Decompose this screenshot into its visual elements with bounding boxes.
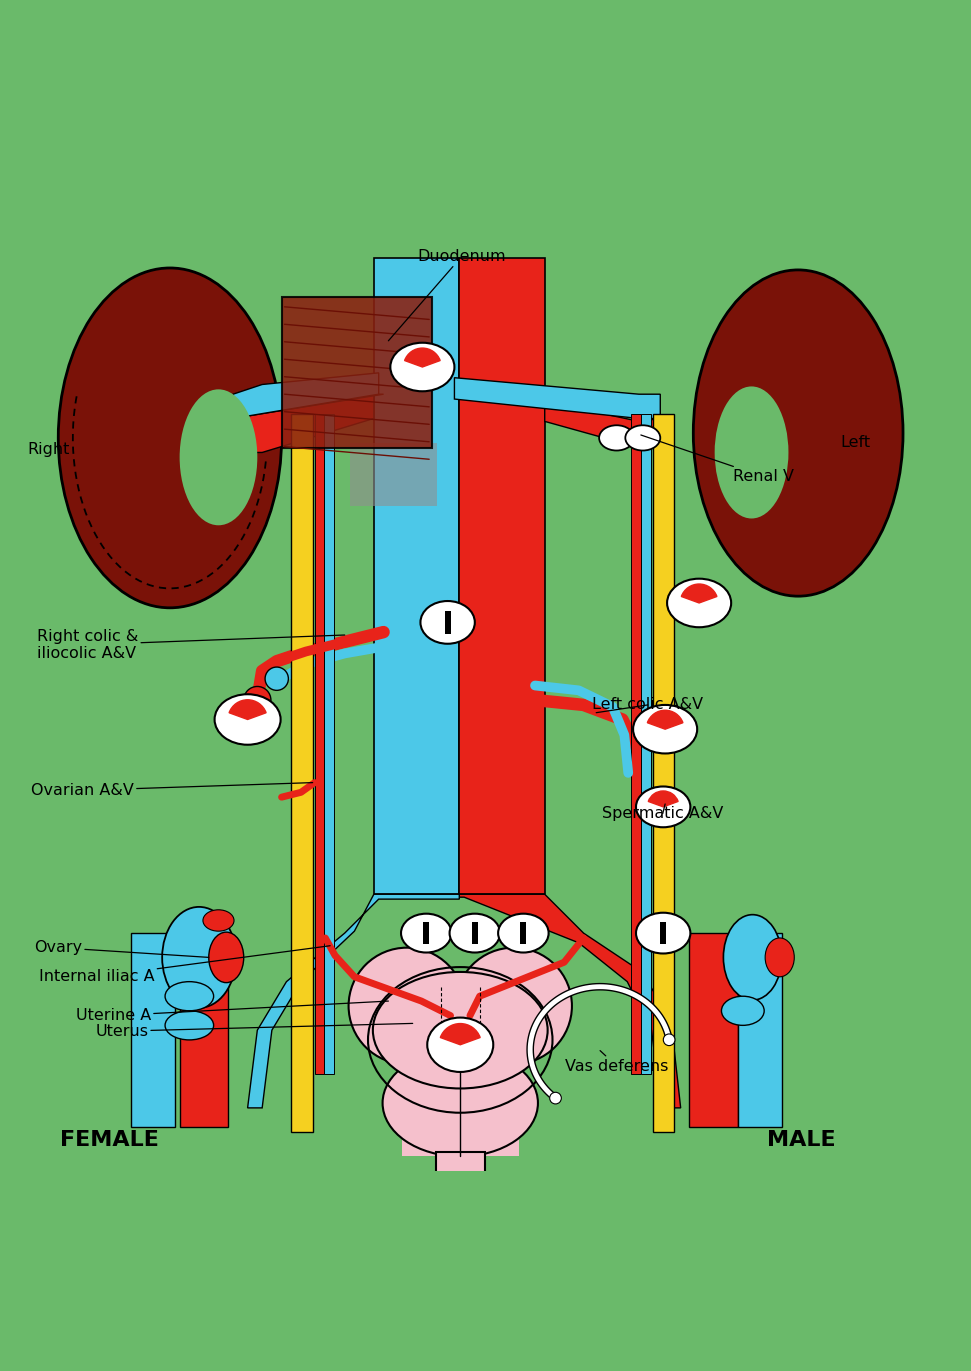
Ellipse shape — [633, 705, 697, 754]
Ellipse shape — [625, 425, 660, 451]
Ellipse shape — [215, 694, 281, 744]
Ellipse shape — [401, 913, 452, 953]
Ellipse shape — [426, 1180, 494, 1230]
Ellipse shape — [450, 913, 500, 953]
Ellipse shape — [349, 947, 465, 1064]
Ellipse shape — [373, 972, 548, 1089]
Bar — [423, 923, 429, 943]
Polygon shape — [233, 395, 384, 452]
Text: Left: Left — [840, 435, 870, 450]
Ellipse shape — [498, 913, 549, 953]
Ellipse shape — [636, 787, 690, 827]
Bar — [282, 298, 432, 447]
Polygon shape — [459, 894, 681, 1108]
Bar — [131, 934, 175, 1127]
Wedge shape — [229, 699, 266, 720]
Polygon shape — [535, 399, 660, 447]
Ellipse shape — [162, 906, 236, 1008]
Bar — [436, 1152, 485, 1209]
Ellipse shape — [209, 932, 244, 983]
Bar — [520, 923, 526, 943]
Ellipse shape — [165, 1010, 214, 1041]
Bar — [374, 258, 459, 894]
Text: Duodenum: Duodenum — [388, 248, 506, 341]
Bar — [324, 414, 334, 1073]
Ellipse shape — [58, 267, 282, 607]
Text: Renal V: Renal V — [641, 435, 794, 484]
Bar — [445, 610, 451, 635]
Ellipse shape — [765, 938, 794, 976]
Bar — [459, 258, 545, 894]
Ellipse shape — [715, 387, 788, 518]
Ellipse shape — [265, 668, 288, 691]
Ellipse shape — [667, 579, 731, 628]
Ellipse shape — [599, 425, 634, 451]
Ellipse shape — [693, 270, 903, 596]
Text: FEMALE: FEMALE — [60, 1130, 159, 1150]
Bar — [350, 443, 437, 506]
Ellipse shape — [663, 1034, 675, 1046]
Ellipse shape — [723, 914, 782, 999]
Text: Ovarian A&V: Ovarian A&V — [31, 783, 313, 798]
Bar — [641, 414, 651, 1073]
Bar — [660, 921, 666, 945]
Text: Internal iliac A: Internal iliac A — [39, 946, 330, 984]
Bar — [689, 934, 738, 1127]
Ellipse shape — [165, 982, 214, 1010]
Ellipse shape — [390, 343, 454, 391]
Ellipse shape — [180, 389, 257, 525]
Text: Spermatic A&V: Spermatic A&V — [602, 803, 723, 821]
Ellipse shape — [455, 947, 572, 1064]
Ellipse shape — [721, 997, 764, 1026]
Ellipse shape — [383, 1050, 538, 1156]
Text: Ovary: Ovary — [34, 941, 209, 957]
Text: MALE: MALE — [767, 1130, 836, 1150]
Ellipse shape — [203, 910, 234, 931]
Bar — [653, 414, 674, 1132]
Bar — [631, 414, 641, 1073]
Text: Uterus: Uterus — [95, 1023, 413, 1039]
Text: Vas deferens: Vas deferens — [565, 1050, 668, 1073]
Ellipse shape — [427, 1017, 493, 1072]
Text: Right: Right — [27, 441, 70, 457]
Bar — [402, 1030, 519, 1156]
Ellipse shape — [244, 687, 271, 714]
Wedge shape — [648, 710, 683, 729]
Ellipse shape — [550, 1093, 561, 1104]
Wedge shape — [649, 791, 678, 808]
Bar — [180, 934, 228, 1127]
Text: Left colic A&V: Left colic A&V — [592, 698, 703, 713]
Text: Uterine A: Uterine A — [76, 1001, 388, 1023]
Polygon shape — [454, 377, 660, 418]
Wedge shape — [405, 348, 440, 367]
Polygon shape — [233, 373, 379, 418]
Bar — [291, 414, 313, 1132]
Bar — [315, 414, 324, 1073]
Wedge shape — [440, 1024, 481, 1045]
Polygon shape — [248, 894, 459, 1108]
Ellipse shape — [420, 600, 475, 644]
Bar — [472, 923, 478, 943]
Wedge shape — [682, 584, 717, 603]
Text: Right colic &
iliocolic A&V: Right colic & iliocolic A&V — [37, 628, 345, 661]
Bar — [738, 934, 782, 1127]
Ellipse shape — [636, 913, 690, 953]
